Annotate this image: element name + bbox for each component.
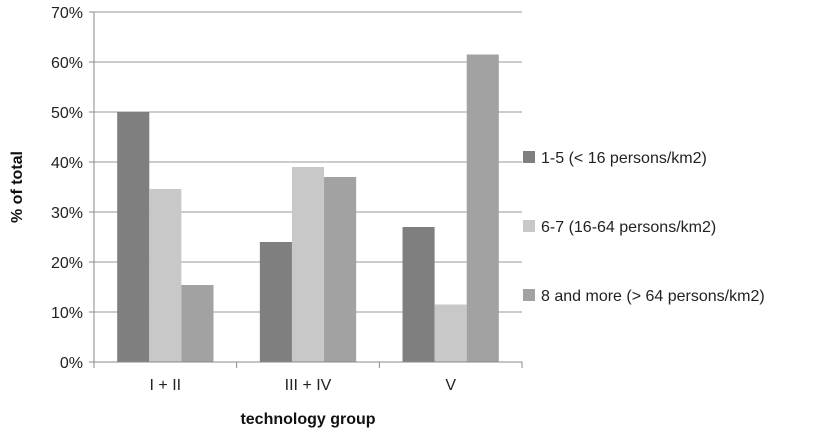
y-axis-title: % of total [9, 151, 26, 223]
legend-label: 6-7 (16-64 persons/km2) [541, 219, 716, 236]
bar [402, 227, 435, 362]
bar [324, 177, 357, 362]
bar [259, 242, 292, 362]
y-tick-label: 60% [51, 55, 83, 72]
legend-swatch [523, 220, 535, 232]
x-tick-label: V [445, 377, 456, 394]
bar [291, 167, 325, 362]
x-tick-labels: I + II III + IV V [93, 362, 523, 394]
y-tick-label: 70% [51, 5, 83, 22]
legend-label: 8 and more (> 64 persons/km2) [541, 288, 765, 305]
y-tick-label: 10% [51, 305, 83, 322]
bar [181, 285, 214, 362]
bar [466, 54, 499, 362]
x-axis-title: technology group [240, 411, 375, 428]
axes [93, 12, 522, 363]
bar [149, 189, 182, 362]
legend-swatch [523, 289, 535, 301]
y-tick-label: 20% [51, 255, 83, 272]
legend-swatch [523, 151, 535, 163]
bar [434, 304, 467, 362]
legend-label: 1-5 (< 16 persons/km2) [541, 150, 707, 167]
y-tick-label: 40% [51, 155, 83, 172]
y-tick-label: 30% [51, 205, 83, 222]
x-tick-label: III + IV [285, 377, 332, 394]
x-tick-label: I + II [150, 377, 182, 394]
y-tick-label: 0% [60, 355, 83, 372]
bar [117, 112, 150, 362]
legend: 1-5 (< 16 persons/km2) 6-7 (16-64 persons… [523, 150, 765, 305]
y-tick-label: 50% [51, 105, 83, 122]
y-tick-labels: 0% 10% 20% 30% 40% 50% 60% 70% [51, 5, 94, 372]
bars [117, 54, 499, 362]
